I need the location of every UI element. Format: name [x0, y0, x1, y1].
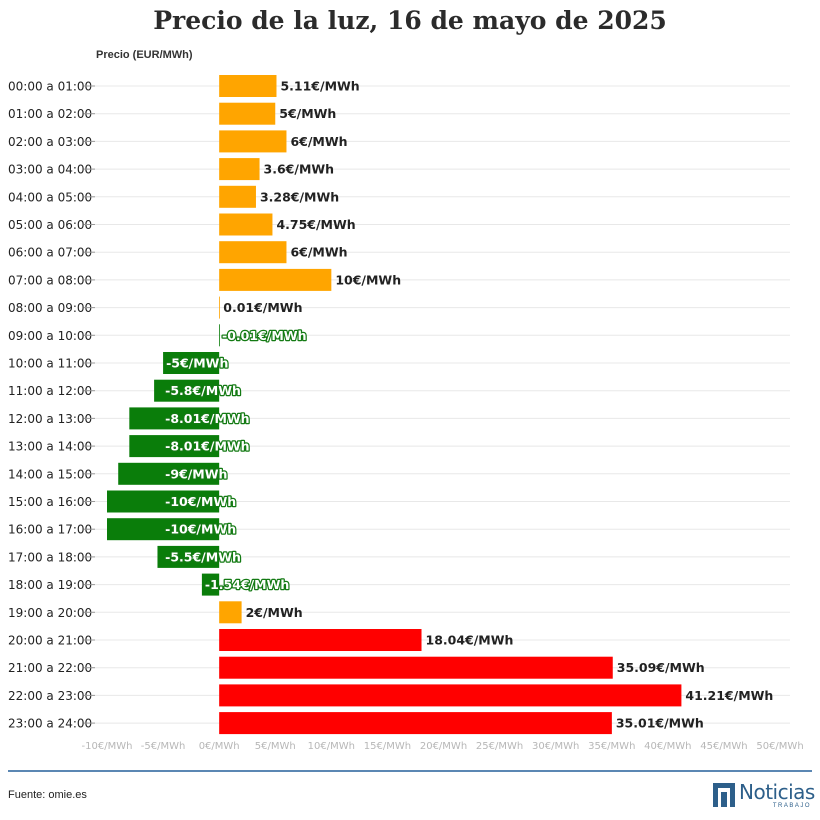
data-labels: 5.11€/MWh 5€/MWh 6€/MWh 3.6€/MWh 3.28€/MWh 4.…: [164, 79, 773, 731]
value-label: -9€/MWh: [165, 466, 227, 481]
value-label: 18.04€/MWh: [426, 633, 514, 648]
hour-label: 03:00 a 04:00: [8, 163, 92, 177]
price-bar[interactable]: [219, 102, 276, 125]
hour-label: 00:00 a 01:00: [8, 80, 92, 94]
price-bar[interactable]: [219, 158, 260, 181]
value-label: 6€/MWh: [290, 134, 347, 149]
hour-label: 08:00 a 09:00: [8, 301, 92, 315]
source-note: Fuente: omie.es: [8, 789, 87, 801]
value-label: -5€/MWh: [166, 356, 228, 371]
value-label: 3.6€/MWh: [264, 162, 335, 177]
x-tick-label: 40€/MWh: [644, 741, 691, 752]
price-bar[interactable]: [118, 462, 220, 485]
value-label: -0.01€/MWh: [222, 328, 306, 343]
x-tick-label: -5€/MWh: [141, 741, 186, 752]
price-bar[interactable]: [219, 130, 287, 153]
x-axis-ticks: -10€/MWh -5€/MWh 0€/MWh 5€/MWh 10€/MWh 15€/MW…: [82, 741, 804, 752]
x-tick-label: 20€/MWh: [420, 741, 467, 752]
hour-label: 17:00 a 18:00: [8, 550, 92, 564]
gridlines: [84, 85, 790, 724]
price-bar[interactable]: [219, 324, 220, 347]
hour-label: 13:00 a 14:00: [8, 440, 92, 454]
hour-label: 14:00 a 15:00: [8, 467, 92, 481]
price-bar[interactable]: [219, 296, 220, 319]
x-tick-label: 10€/MWh: [308, 741, 355, 752]
x-tick-label: 15€/MWh: [364, 741, 411, 752]
hour-label: 23:00 a 24:00: [8, 717, 92, 731]
value-label: 6€/MWh: [290, 245, 347, 260]
value-label: -8.01€/MWh: [165, 411, 249, 426]
value-label: 5€/MWh: [279, 106, 336, 121]
value-label: 3.28€/MWh: [260, 189, 339, 204]
price-bar[interactable]: [219, 629, 422, 651]
bars: [107, 75, 682, 735]
chart-title: Precio de la luz, 16 de mayo de 2025: [153, 6, 667, 35]
price-bar[interactable]: [154, 379, 220, 402]
price-bar-chart: 5.11€/MWh 5€/MWh 6€/MWh 3.6€/MWh 3.28€/MWh 4.…: [8, 75, 804, 752]
hour-label: 06:00 a 07:00: [8, 246, 92, 260]
x-tick-label: 30€/MWh: [532, 741, 579, 752]
price-bar[interactable]: [219, 684, 682, 707]
value-label: 10€/MWh: [335, 272, 401, 287]
hour-label: 09:00 a 10:00: [8, 329, 92, 343]
value-label: 5.11€/MWh: [280, 79, 359, 94]
value-label: 35.09€/MWh: [617, 660, 705, 675]
price-bar[interactable]: [219, 185, 256, 208]
x-tick-label: 5€/MWh: [255, 741, 296, 752]
price-bar[interactable]: [163, 352, 220, 374]
logo-name: Noticias: [739, 780, 815, 804]
category-labels: 00:00 a 01:00 01:00 a 02:00 02:00 a 03:00 0…: [8, 80, 95, 731]
hour-label: 18:00 a 19:00: [8, 578, 92, 592]
value-label: -5.5€/MWh: [165, 549, 241, 564]
price-bar[interactable]: [107, 490, 220, 513]
hour-label: 21:00 a 22:00: [8, 661, 92, 675]
y-axis-title: Precio (EUR/MWh): [96, 49, 193, 61]
price-bar[interactable]: [219, 241, 287, 264]
x-tick-label: 35€/MWh: [588, 741, 635, 752]
price-bar[interactable]: [219, 75, 277, 97]
value-label: -10€/MWh: [165, 522, 236, 537]
hour-label: 15:00 a 16:00: [8, 495, 92, 509]
price-bar[interactable]: [107, 518, 220, 541]
hour-label: 01:00 a 02:00: [8, 107, 92, 121]
hour-label: 22:00 a 23:00: [8, 689, 92, 703]
hour-label: 16:00 a 17:00: [8, 523, 92, 537]
x-tick-label: 0€/MWh: [199, 741, 240, 752]
price-bar[interactable]: [157, 545, 220, 568]
hour-label: 12:00 a 13:00: [8, 412, 92, 426]
value-label: -10€/MWh: [165, 494, 236, 509]
x-tick-label: 45€/MWh: [700, 741, 747, 752]
price-bar[interactable]: [219, 656, 613, 679]
logo-n-icon: [713, 783, 735, 807]
hour-label: 07:00 a 08:00: [8, 273, 92, 287]
x-tick-label: 25€/MWh: [476, 741, 523, 752]
price-bar[interactable]: [219, 601, 242, 624]
hour-label: 10:00 a 11:00: [8, 357, 92, 371]
price-bar[interactable]: [219, 712, 612, 735]
hour-label: 19:00 a 20:00: [8, 606, 92, 620]
value-label: -8.01€/MWh: [165, 439, 249, 454]
hour-label: 02:00 a 03:00: [8, 135, 92, 149]
hour-label: 11:00 a 12:00: [8, 384, 92, 398]
price-bar[interactable]: [219, 268, 332, 291]
x-tick-label: 50€/MWh: [756, 741, 803, 752]
hour-label: 20:00 a 21:00: [8, 634, 92, 648]
value-label: -5.8€/MWh: [165, 383, 241, 398]
price-bar[interactable]: [201, 573, 220, 596]
price-bar[interactable]: [219, 213, 273, 236]
value-label: 0.01€/MWh: [223, 300, 302, 315]
price-bar[interactable]: [129, 435, 220, 458]
logo-subtitle: TRABAJO: [772, 803, 811, 809]
value-label: 2€/MWh: [246, 605, 303, 620]
hour-label: 05:00 a 06:00: [8, 218, 92, 232]
value-label: -1.54€/MWh: [205, 577, 289, 592]
footer-divider: [8, 770, 812, 772]
hour-label: 04:00 a 05:00: [8, 190, 92, 204]
price-bar[interactable]: [129, 407, 220, 430]
value-label: 41.21€/MWh: [685, 688, 773, 703]
x-tick-label: -10€/MWh: [82, 741, 133, 752]
value-label: 35.01€/MWh: [616, 716, 704, 731]
value-label: 4.75€/MWh: [276, 217, 355, 232]
noticias-trabajo-logo[interactable]: Noticias TRABAJO: [713, 780, 815, 809]
